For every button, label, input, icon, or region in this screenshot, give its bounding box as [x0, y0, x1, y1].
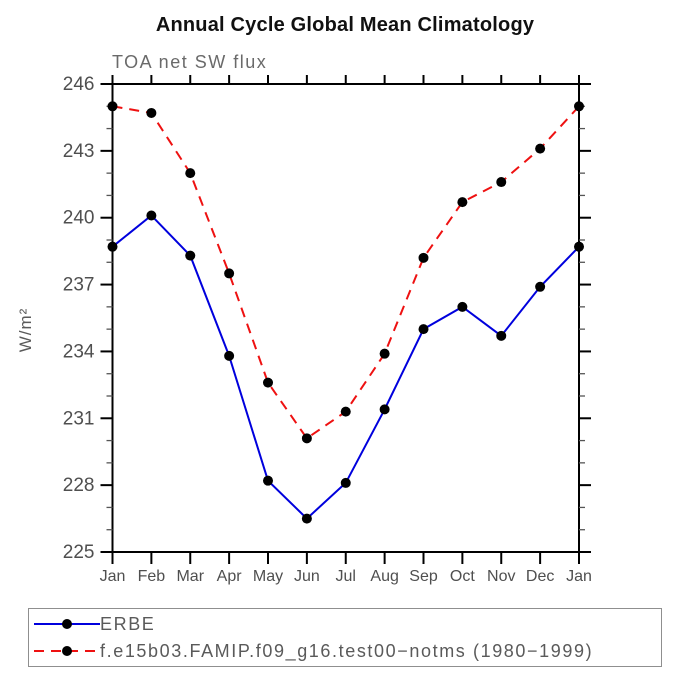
svg-text:Apr: Apr: [217, 568, 243, 585]
svg-text:Jan: Jan: [100, 568, 126, 585]
svg-text:225: 225: [63, 542, 95, 563]
svg-text:Jun: Jun: [294, 568, 320, 585]
svg-text:Oct: Oct: [450, 568, 475, 585]
legend-line-sample-erbe: [34, 618, 100, 629]
chart-subtitle: TOA net SW flux: [112, 52, 268, 72]
svg-text:Feb: Feb: [138, 568, 166, 585]
svg-text:240: 240: [63, 208, 95, 229]
svg-text:246: 246: [63, 74, 95, 95]
svg-text:Sep: Sep: [409, 568, 438, 585]
svg-text:234: 234: [63, 341, 95, 362]
svg-text:243: 243: [63, 141, 95, 162]
svg-text:Jan: Jan: [566, 568, 592, 585]
svg-text:Nov: Nov: [487, 568, 515, 585]
legend-line-sample-model: [34, 646, 100, 657]
svg-text:237: 237: [63, 275, 95, 296]
svg-text:231: 231: [63, 408, 95, 429]
legend-label-erbe: ERBE: [100, 613, 156, 634]
svg-text:Aug: Aug: [370, 568, 398, 585]
legend-box: ERBE f.e15b03.FAMIP.f09_g16.test00−notms…: [28, 608, 662, 667]
legend-item-erbe: ERBE: [34, 611, 661, 637]
chart-title: Annual Cycle Global Mean Climatology: [155, 14, 535, 36]
svg-text:Jul: Jul: [336, 568, 356, 585]
legend-item-model: f.e15b03.FAMIP.f09_g16.test00−notms (198…: [34, 638, 661, 664]
svg-text:228: 228: [63, 475, 95, 496]
legend-label-model: f.e15b03.FAMIP.f09_g16.test00−notms (198…: [100, 641, 594, 662]
svg-text:May: May: [253, 568, 283, 585]
svg-text:Mar: Mar: [176, 568, 204, 585]
svg-text:Dec: Dec: [526, 568, 554, 585]
